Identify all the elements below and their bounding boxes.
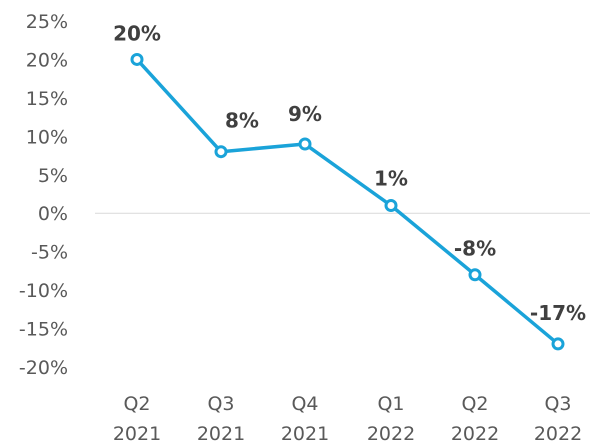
y-axis: 25% 20% 15% 10% 5% 0% -5% -10% -15% -20% bbox=[19, 11, 68, 379]
data-labels: 20% 8% 9% 1% -8% -17% bbox=[113, 21, 586, 324]
data-points bbox=[130, 52, 565, 351]
y-tick-label: -20% bbox=[19, 357, 68, 379]
y-tick-label: 15% bbox=[26, 88, 68, 110]
data-point bbox=[468, 268, 482, 282]
data-point bbox=[384, 199, 398, 213]
data-label: 9% bbox=[288, 102, 322, 126]
x-tick-label-year: 2022 bbox=[451, 423, 499, 445]
x-tick-label-quarter: Q2 bbox=[123, 393, 150, 415]
y-tick-label: -10% bbox=[19, 280, 68, 302]
data-point bbox=[130, 52, 144, 66]
y-tick-label: 20% bbox=[26, 49, 68, 71]
x-tick-label-year: 2022 bbox=[534, 423, 582, 445]
y-tick-label: 5% bbox=[38, 165, 68, 187]
x-tick-label-year: 2021 bbox=[197, 423, 245, 445]
x-tick-label-quarter: Q4 bbox=[291, 393, 318, 415]
y-tick-label: 25% bbox=[26, 11, 68, 33]
x-axis: Q2 2021 Q3 2021 Q4 2021 Q1 2022 Q2 2022 Q3 2022 bbox=[113, 393, 582, 445]
data-label: -17% bbox=[530, 301, 586, 325]
data-label: 8% bbox=[225, 109, 259, 133]
data-label: -8% bbox=[454, 237, 496, 261]
y-tick-label: 10% bbox=[26, 126, 68, 148]
x-tick-label-year: 2021 bbox=[281, 423, 329, 445]
x-tick-label-year: 2022 bbox=[367, 423, 415, 445]
x-tick-label-year: 2021 bbox=[113, 423, 161, 445]
x-tick-label-quarter: Q3 bbox=[207, 393, 234, 415]
data-point bbox=[551, 337, 565, 351]
y-tick-label: -5% bbox=[31, 242, 68, 264]
y-tick-label: -15% bbox=[19, 319, 68, 341]
y-tick-label: 0% bbox=[38, 203, 68, 225]
data-label: 1% bbox=[374, 167, 408, 191]
x-tick-label-quarter: Q3 bbox=[544, 393, 571, 415]
series-line bbox=[135, 57, 560, 346]
x-tick-label-quarter: Q2 bbox=[461, 393, 488, 415]
data-point bbox=[298, 137, 312, 151]
data-point bbox=[214, 145, 228, 159]
data-label: 20% bbox=[113, 21, 161, 45]
x-tick-label-quarter: Q1 bbox=[377, 393, 404, 415]
